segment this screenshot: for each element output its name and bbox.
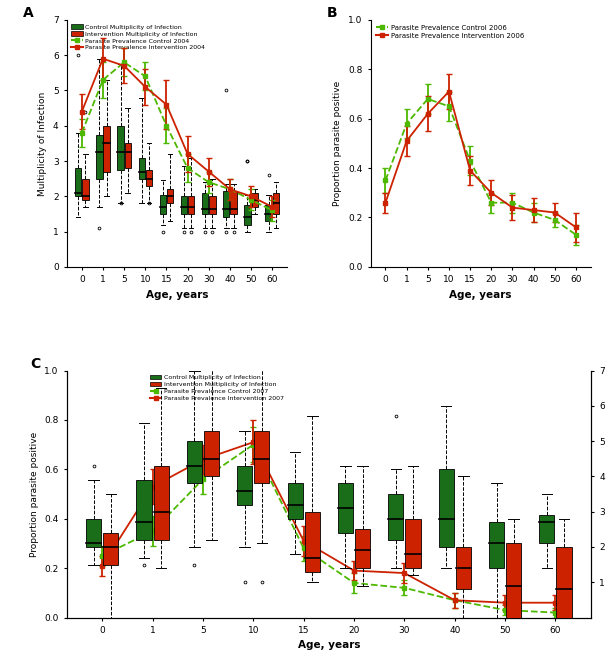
Y-axis label: Proportion parasite positive: Proportion parasite positive [30, 432, 39, 556]
Bar [266, 205, 272, 221]
Bar [406, 519, 420, 568]
Bar [273, 193, 279, 214]
Bar [104, 125, 110, 171]
Text: C: C [30, 357, 41, 371]
Bar [557, 547, 572, 618]
Bar [230, 191, 237, 214]
Bar [209, 197, 216, 214]
Bar [125, 143, 131, 168]
Text: B: B [326, 7, 337, 21]
Bar [118, 125, 124, 170]
Bar [181, 197, 187, 214]
X-axis label: Age, years: Age, years [298, 640, 360, 651]
Bar [104, 533, 118, 564]
Bar [138, 157, 145, 179]
Text: A: A [23, 7, 33, 21]
Bar [506, 543, 521, 618]
Bar [146, 170, 152, 186]
Legend: Control Multiplicity of Infection, Intervention Multiplicity of Infection, Paras: Control Multiplicity of Infection, Inter… [70, 23, 206, 52]
X-axis label: Age, years: Age, years [146, 290, 208, 299]
Bar [252, 193, 258, 207]
Bar [160, 195, 166, 214]
Bar [287, 483, 303, 519]
Bar [187, 441, 202, 483]
Bar [86, 519, 101, 547]
Bar [540, 515, 554, 543]
Bar [75, 168, 82, 197]
Bar [136, 480, 152, 540]
Bar [255, 430, 269, 483]
Bar [167, 189, 173, 203]
Legend: Control Multiplicity of Infection, Intervention Multiplicity of Infection, Paras: Control Multiplicity of Infection, Inter… [149, 374, 285, 402]
Bar [244, 205, 251, 224]
Bar [456, 547, 471, 589]
Y-axis label: Proportion parasite positive: Proportion parasite positive [333, 81, 342, 206]
Bar [96, 135, 102, 179]
Bar [438, 469, 454, 547]
Bar [223, 191, 230, 218]
Bar [238, 466, 252, 505]
Bar [338, 483, 353, 533]
Bar [355, 529, 370, 568]
Bar [204, 430, 219, 476]
Bar [188, 197, 194, 214]
X-axis label: Age, years: Age, years [449, 290, 512, 299]
Bar [82, 179, 88, 200]
Bar [489, 523, 504, 568]
Bar [304, 512, 320, 572]
Legend: Parasite Prevalence Control 2006, Parasite Prevalence Intervention 2006: Parasite Prevalence Control 2006, Parasi… [374, 23, 526, 41]
Y-axis label: Multiplicity of Infection: Multiplicity of Infection [38, 91, 48, 195]
Bar [202, 193, 208, 214]
Bar [389, 494, 403, 540]
Bar [153, 466, 169, 540]
